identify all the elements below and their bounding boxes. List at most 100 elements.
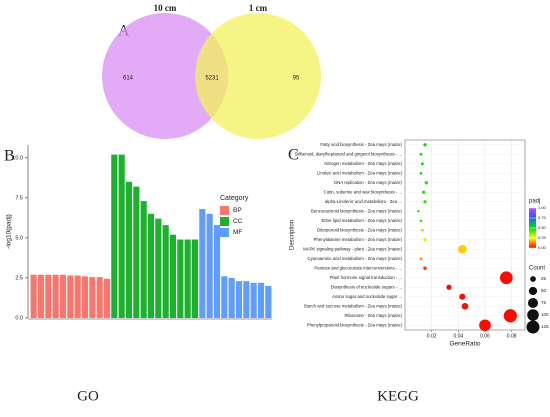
x-axis-title: GeneRatio xyxy=(449,341,480,348)
y-tick-label: 5.0 xyxy=(15,235,23,241)
bar xyxy=(206,213,213,318)
legend-label: CC xyxy=(233,218,243,225)
count-label: 95 xyxy=(293,76,300,82)
legend-label: 75 xyxy=(541,300,547,305)
y-tick-label: 10.0 xyxy=(12,155,23,161)
bar xyxy=(191,239,199,318)
dot xyxy=(423,238,427,242)
bar xyxy=(213,225,221,318)
bar xyxy=(111,154,118,318)
legend-label: 0.50 xyxy=(538,225,547,230)
bar xyxy=(221,276,228,318)
y-axis-title: -log10(padj) xyxy=(6,214,13,249)
legend-title: Count xyxy=(529,266,545,272)
dot xyxy=(458,244,467,254)
bar xyxy=(147,213,155,318)
legend-label: 0.25 xyxy=(538,235,547,240)
plot-frame xyxy=(404,139,526,331)
bar xyxy=(37,274,45,318)
y-tick-label: Phenylpropanoid biosynthesis - Zea mays … xyxy=(307,322,403,327)
set-circle xyxy=(195,13,321,139)
legend-swatch xyxy=(220,206,229,215)
dot xyxy=(417,210,420,213)
bar xyxy=(59,274,67,318)
bar xyxy=(133,186,140,318)
set-label: 10 cm xyxy=(154,3,177,13)
legend-label: 50 xyxy=(541,288,547,293)
legend-dot xyxy=(526,320,540,334)
x-tick-label: 0.02 xyxy=(427,333,437,339)
bar xyxy=(177,239,184,318)
bar xyxy=(125,181,133,318)
y-tick-label: Benzoxazinoid biosynthesis - Zea mays (m… xyxy=(311,208,403,213)
x-tick-label: 0.04 xyxy=(453,333,463,339)
caption: GO xyxy=(77,388,99,404)
bar xyxy=(118,154,125,318)
dot xyxy=(420,162,424,166)
legend-dot xyxy=(530,276,536,282)
legend-label: 25 xyxy=(541,276,547,281)
legend-label: 0.00 xyxy=(538,245,547,250)
y-tick-label: 0.0 xyxy=(15,315,23,321)
x-tick-label: 0.08 xyxy=(507,333,517,339)
bar xyxy=(67,275,74,318)
bar xyxy=(96,277,103,318)
y-tick-label: alpha-Linolenic acid metabolism - Zea ..… xyxy=(325,199,402,204)
y-tick-label: Starch and sucrose metabolism - Zea mays… xyxy=(304,303,403,308)
y-tick-label: 7.5 xyxy=(15,195,23,201)
bar xyxy=(155,218,162,318)
dot xyxy=(499,271,513,285)
dot xyxy=(424,181,429,185)
bar xyxy=(235,281,243,318)
bar xyxy=(162,225,169,318)
bar xyxy=(74,275,81,318)
y-tick-label: Phenylalanine metabolism - Zea mays (mai… xyxy=(314,237,403,242)
count-label: 614 xyxy=(123,76,134,82)
dot xyxy=(423,143,427,147)
legend-swatch xyxy=(220,228,229,237)
legend-label: 1.00 xyxy=(538,205,547,210)
y-tick-label: Stilbenoid, diarylheptanoid and gingerol… xyxy=(295,151,403,156)
dot xyxy=(419,152,423,156)
dot xyxy=(420,228,424,232)
legend-swatch xyxy=(220,217,229,226)
bar xyxy=(184,239,191,318)
legend-title: Category xyxy=(220,195,249,202)
bar xyxy=(103,278,111,318)
dot xyxy=(446,284,452,290)
y-tick-label: Nitrogen metabolism - Zea mays (maize) xyxy=(324,161,402,166)
bar xyxy=(45,274,52,318)
bar xyxy=(81,276,89,318)
bar xyxy=(265,285,272,318)
y-axis-title: Description xyxy=(290,220,296,250)
y-tick-label: Ether lipid metabolism - Zea mays (maize… xyxy=(322,218,403,223)
dot xyxy=(422,190,426,194)
dot xyxy=(503,309,517,323)
y-tick-label: Amino sugar and nucleotide sugar ... xyxy=(332,294,402,299)
dot xyxy=(461,302,469,310)
y-tick-label: Biosynthesis of nucleotide sugars - ... xyxy=(331,284,402,289)
set-circle xyxy=(102,13,228,139)
legend-label: BP xyxy=(233,207,242,214)
legend-title: padj xyxy=(529,199,540,205)
x-tick-label: 0.06 xyxy=(480,333,490,339)
bar xyxy=(52,274,59,318)
bar xyxy=(89,277,96,318)
legend-dot xyxy=(527,309,539,321)
count-label: 5231 xyxy=(205,76,219,82)
y-tick-label: Linoleic acid metabolism - Zea mays (mai… xyxy=(317,170,403,175)
legend-label: 125 xyxy=(541,324,549,329)
dot xyxy=(423,200,427,204)
panel-label: B xyxy=(4,148,15,165)
bar xyxy=(257,282,265,318)
bar xyxy=(140,201,147,318)
dot xyxy=(419,257,423,261)
panel-label: C xyxy=(288,147,299,164)
legend-label: MF xyxy=(233,229,242,236)
dot xyxy=(419,219,423,223)
bar xyxy=(199,209,206,318)
y-tick-label: Plant hormone signal transduction - ... xyxy=(330,275,402,280)
bar xyxy=(228,277,235,318)
legend-label: 100 xyxy=(541,312,549,317)
